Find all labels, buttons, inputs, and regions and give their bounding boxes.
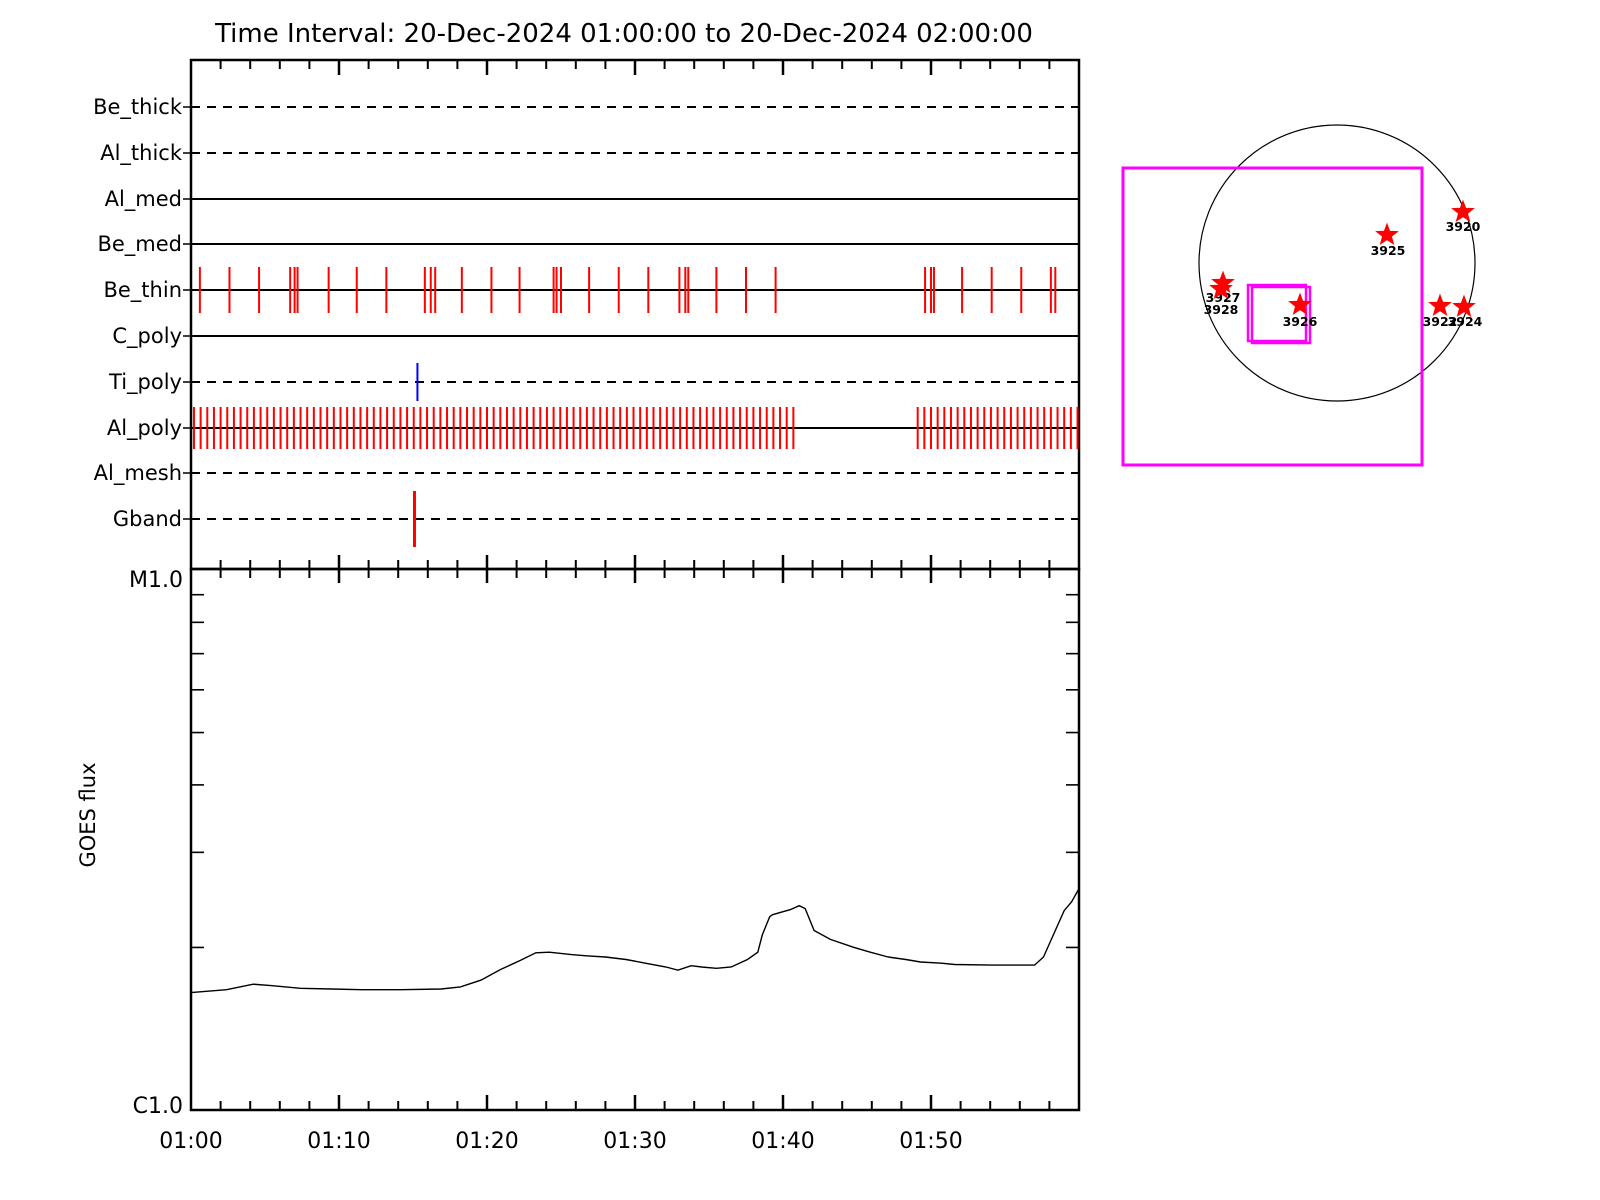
- xtick-0100: 01:00: [159, 1129, 222, 1154]
- region-label-3920: 3920: [1446, 219, 1481, 234]
- row-label-ti-poly: Ti_poly: [108, 370, 182, 395]
- goes-ymin-label: C1.0: [133, 1094, 183, 1119]
- region-star-3920: [1451, 199, 1475, 223]
- figure-title: Time Interval: 20-Dec-2024 01:00:00 to 2…: [214, 19, 1033, 49]
- fov-box-large: [1121, 166, 1424, 467]
- solar-limb-circle: [1198, 124, 1476, 402]
- row-label-al-thick: Al_thick: [100, 141, 183, 166]
- xtick-0150: 01:50: [899, 1129, 962, 1154]
- fov-box-small: [1250, 285, 1312, 345]
- panel-frames: [189, 58, 1081, 1112]
- fov-box-small: [1246, 283, 1308, 343]
- region-label-3927: 3927: [1206, 290, 1241, 305]
- row-label-al-poly: Al_poly: [107, 416, 182, 441]
- goes-ymax-label: M1.0: [129, 568, 183, 593]
- goes-flux-curve: [190, 888, 1080, 994]
- xtick-0140: 01:40: [751, 1129, 814, 1154]
- row-label-gband: Gband: [113, 507, 182, 531]
- xtick-0110: 01:10: [307, 1129, 370, 1154]
- region-star-3922: [1428, 293, 1452, 317]
- region-star-3928: [1209, 276, 1233, 300]
- goes-panel-frame: [189, 567, 1081, 1112]
- time-axis-ticks: [219, 60, 1051, 1110]
- timeline-panel-frame: [189, 58, 1081, 571]
- filter-row-lines: [183, 106, 1079, 520]
- region-label-3926: 3926: [1283, 314, 1318, 329]
- xtick-0130: 01:30: [603, 1129, 666, 1154]
- goes-log-ticks: [191, 593, 1079, 949]
- region-label-3922: 3922: [1423, 314, 1458, 329]
- row-label-al-med: Al_med: [105, 187, 182, 212]
- region-star-3925: [1375, 222, 1399, 246]
- region-star-3926: [1288, 292, 1312, 316]
- goes-yaxis-title: GOES flux: [76, 762, 100, 867]
- row-label-c-poly: C_poly: [112, 324, 182, 349]
- row-label-al-mesh: Al_mesh: [94, 461, 182, 486]
- goes-flux-line: [190, 888, 1080, 994]
- region-label-3924: 3924: [1448, 314, 1483, 329]
- xtick-0120: 01:20: [455, 1129, 518, 1154]
- region-label-3925: 3925: [1371, 243, 1406, 258]
- row-label-be-med: Be_med: [97, 232, 182, 257]
- region-star-3924: [1452, 294, 1476, 318]
- region-label-3928: 3928: [1204, 302, 1239, 317]
- row-label-be-thin: Be_thin: [103, 278, 182, 303]
- row-label-be-thick: Be_thick: [93, 95, 183, 120]
- filter-event-ticks: [192, 267, 1079, 547]
